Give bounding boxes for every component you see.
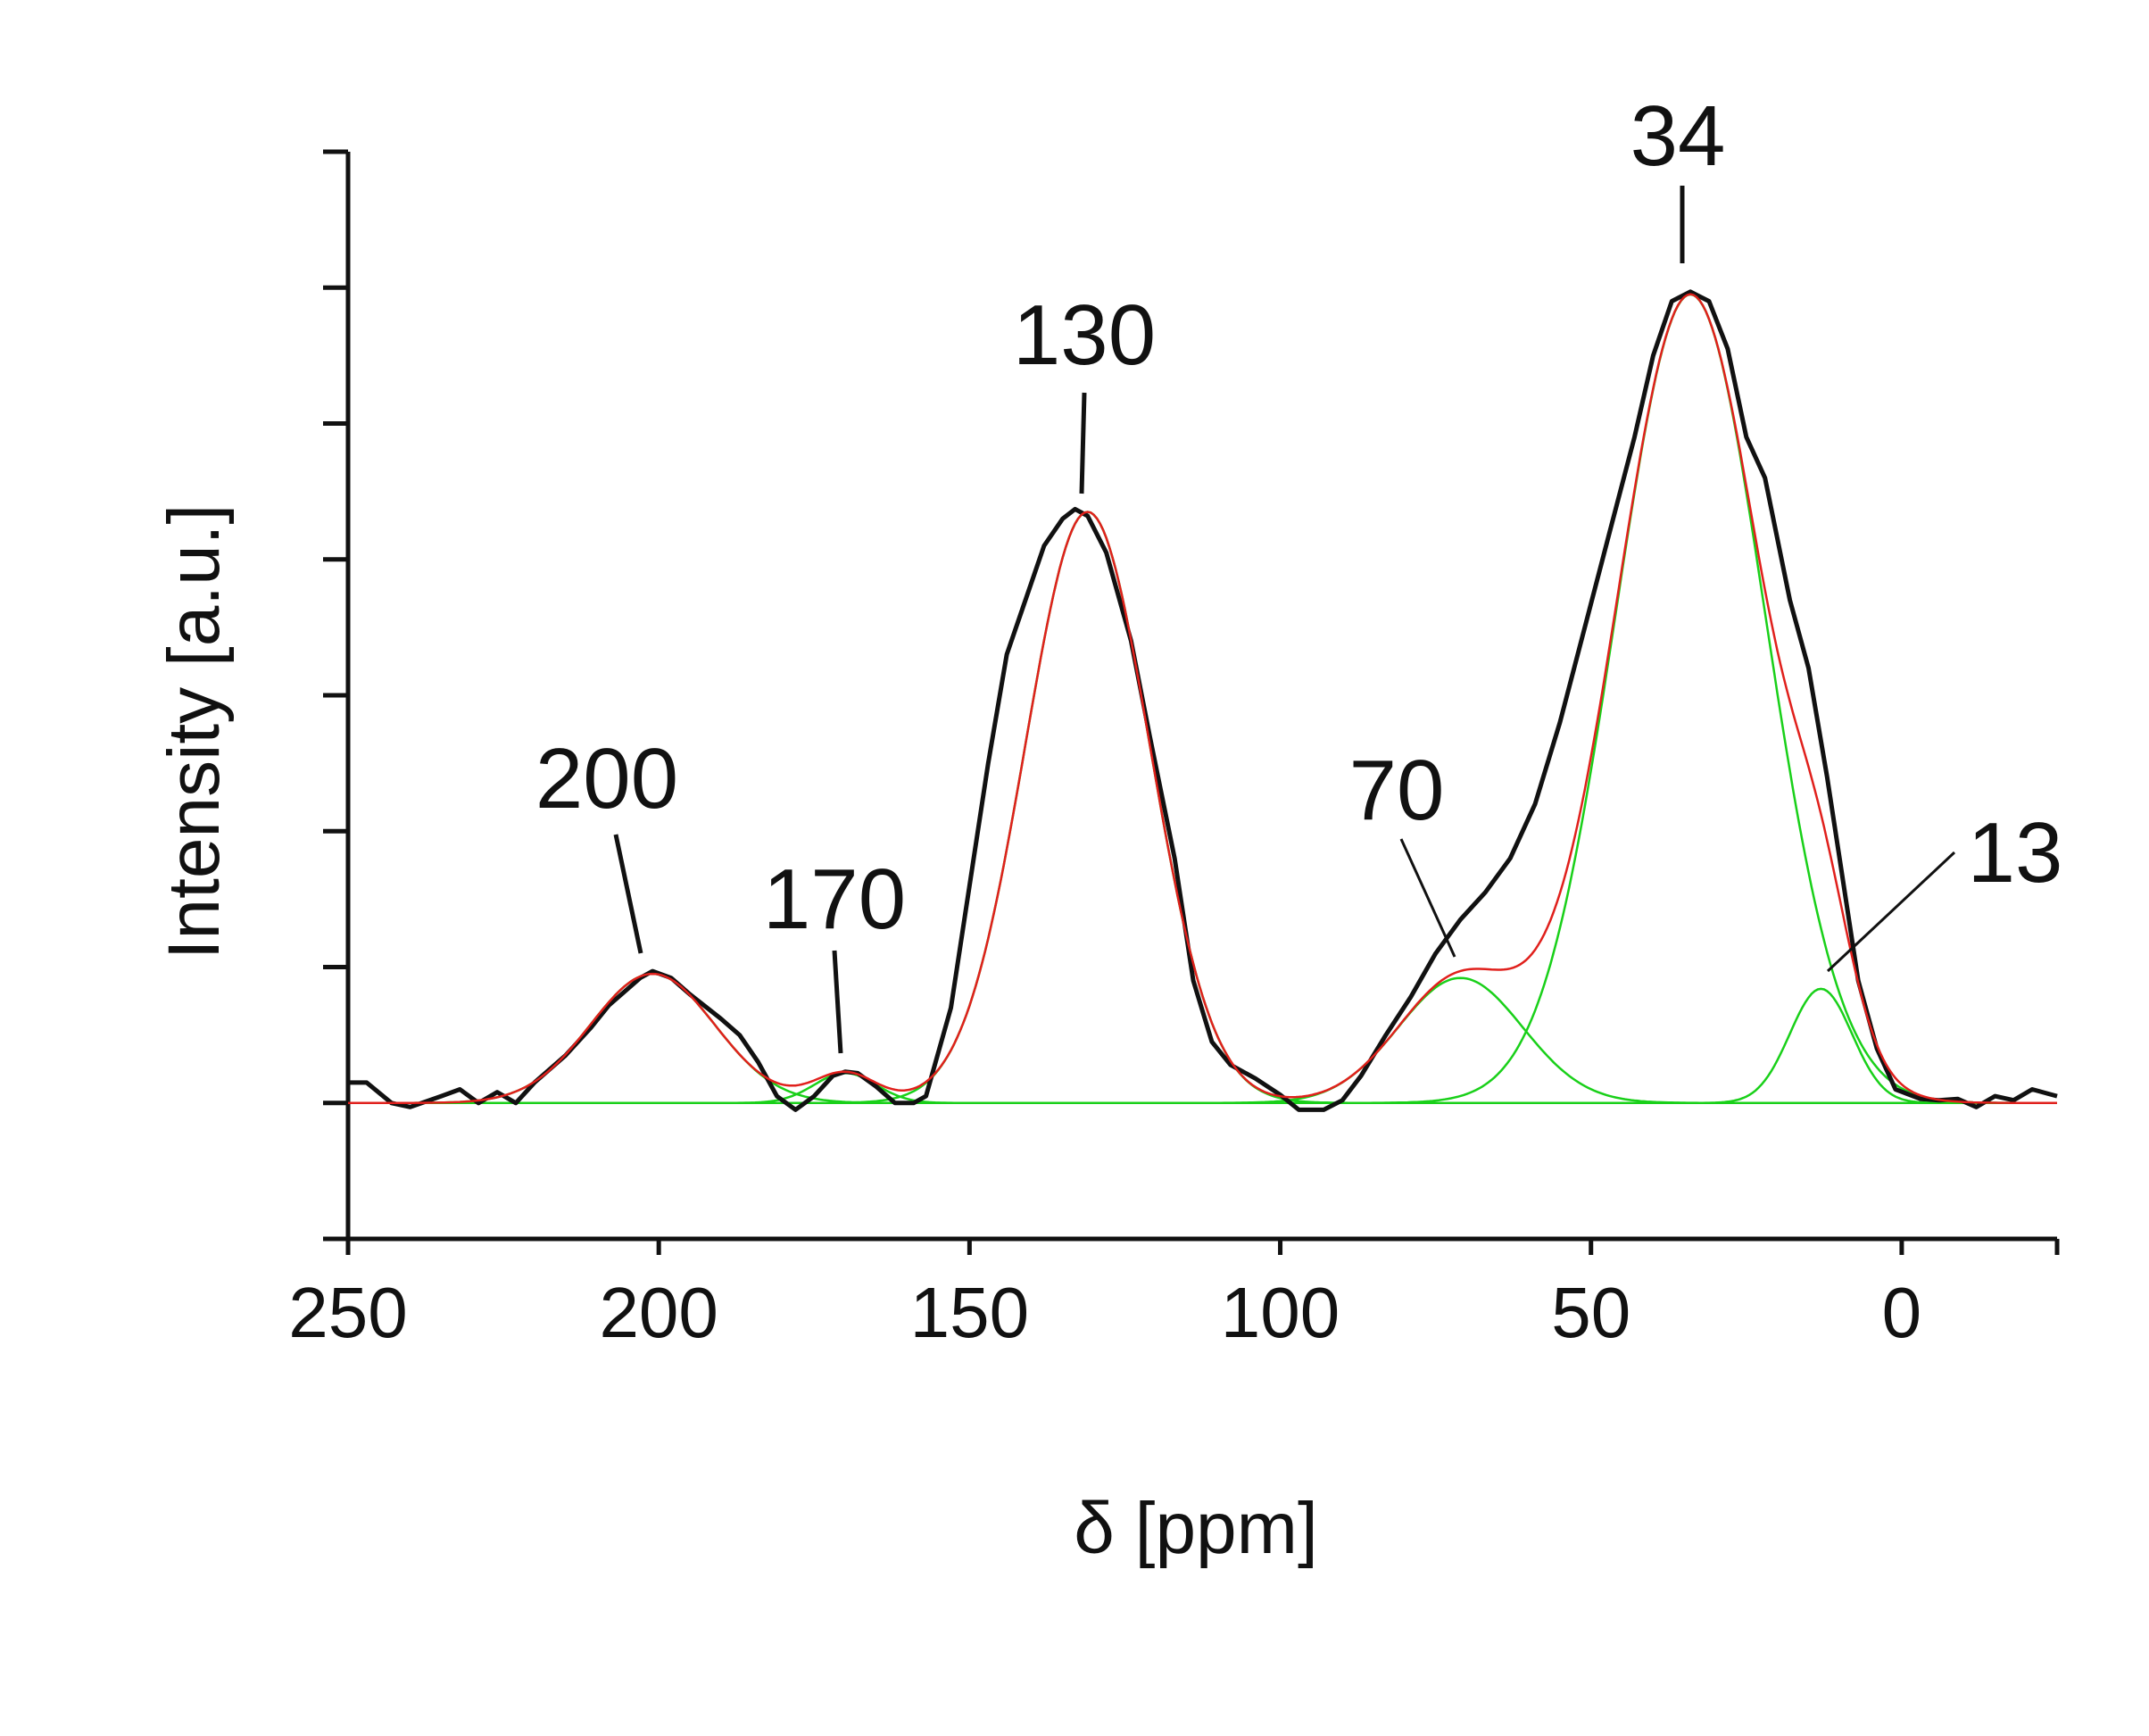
y-axis-label: Intensity [a.u.] <box>154 504 235 960</box>
experimental-spectrum-line <box>348 289 2058 1112</box>
x-tick-label: 0 <box>1882 1273 1922 1352</box>
series-layer <box>348 289 2058 1112</box>
x-axis-label: δ [ppm] <box>1074 1488 1318 1569</box>
peak-label-leader-line <box>1826 851 1956 973</box>
x-tick-label: 200 <box>599 1273 718 1352</box>
peak-label-leader-line <box>1399 838 1456 958</box>
x-tick-label: 250 <box>288 1273 407 1352</box>
annotation-layer: 200 170 130 70 34 13 <box>535 88 2063 1054</box>
peak-label: 200 <box>535 731 678 826</box>
peak-label-leader-line <box>832 950 843 1054</box>
peak-label: 34 <box>1630 88 1726 184</box>
x-tick-label: 50 <box>1551 1273 1630 1352</box>
x-tick-label: 100 <box>1221 1273 1340 1352</box>
peak-label-leader-line <box>1079 392 1087 494</box>
axes: 250 200 150 100 50 0 <box>288 149 2060 1352</box>
cumulative-fit-line <box>348 293 2057 1104</box>
peak-label: 170 <box>763 851 906 947</box>
peak-label: 130 <box>1013 287 1156 383</box>
peak-label: 13 <box>1968 805 2063 901</box>
peak-label-leader-line <box>613 834 643 954</box>
peak-label: 70 <box>1349 743 1445 838</box>
fit-component-line <box>348 987 2057 1105</box>
x-tick-label: 150 <box>910 1273 1029 1352</box>
